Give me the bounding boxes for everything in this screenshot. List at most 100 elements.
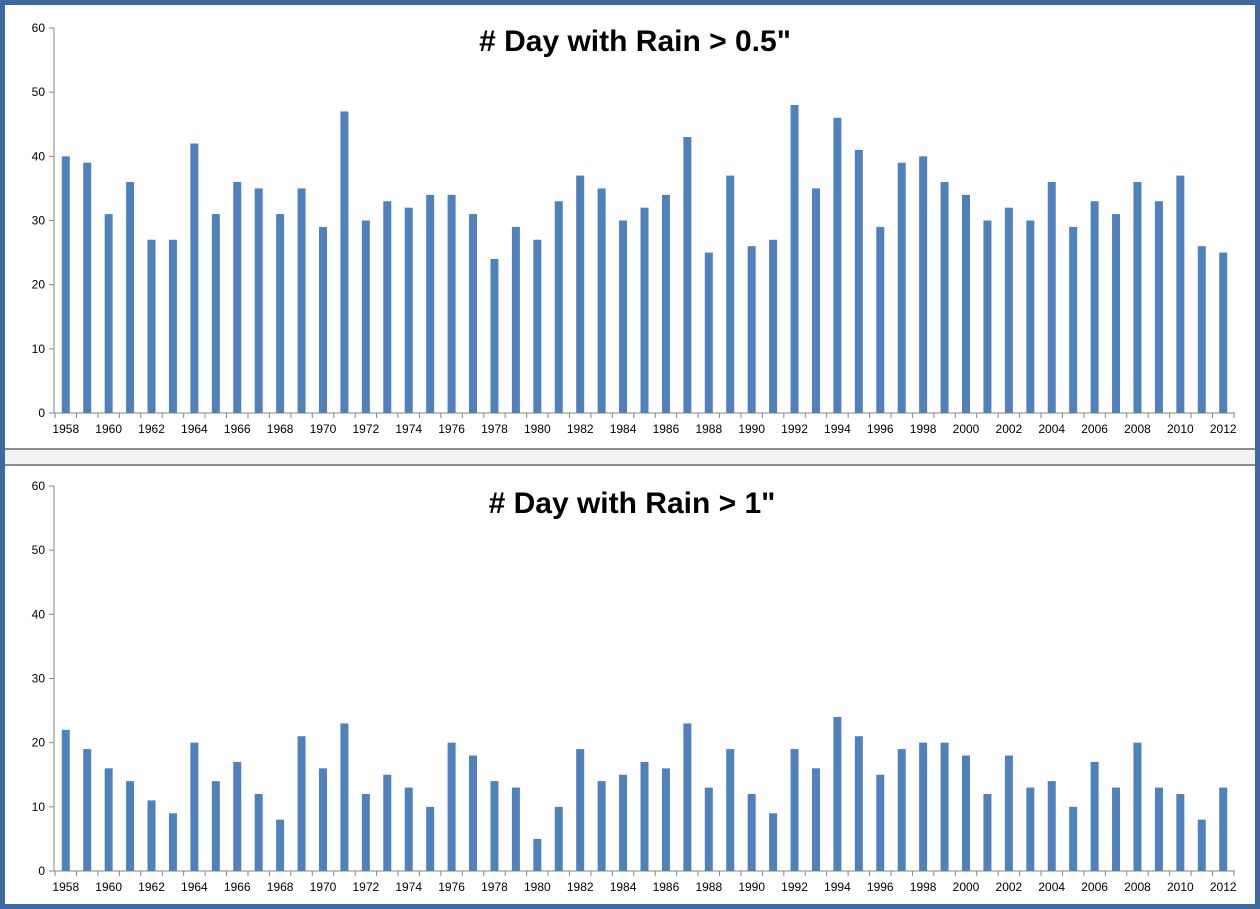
bar bbox=[469, 755, 478, 871]
bar bbox=[1176, 794, 1185, 871]
bar bbox=[983, 220, 992, 413]
bar bbox=[876, 226, 885, 413]
x-tick-label: 1996 bbox=[867, 880, 894, 894]
bar bbox=[683, 723, 692, 871]
bar bbox=[168, 239, 177, 413]
bar bbox=[447, 742, 456, 871]
bar bbox=[318, 226, 327, 413]
bar bbox=[1047, 182, 1056, 413]
x-tick-label: 1968 bbox=[267, 880, 294, 894]
x-tick-label: 2006 bbox=[1081, 880, 1108, 894]
y-tick-label: 60 bbox=[32, 21, 46, 35]
bar bbox=[511, 787, 520, 871]
bar bbox=[661, 768, 670, 871]
x-tick-label: 2000 bbox=[953, 880, 980, 894]
bar bbox=[254, 794, 263, 871]
bar bbox=[61, 729, 70, 871]
chart-title: # Day with Rain > 1" bbox=[489, 487, 776, 520]
bar bbox=[790, 105, 799, 413]
bar bbox=[61, 156, 70, 414]
bar bbox=[1090, 201, 1099, 413]
bar bbox=[726, 175, 735, 413]
x-tick-label: 1996 bbox=[867, 422, 894, 436]
y-tick-label: 30 bbox=[32, 214, 46, 228]
bar bbox=[147, 239, 156, 413]
bar bbox=[1112, 214, 1121, 413]
x-tick-label: 1990 bbox=[738, 880, 765, 894]
y-tick-label: 40 bbox=[32, 607, 46, 621]
x-tick-label: 2002 bbox=[996, 422, 1023, 436]
bar bbox=[1219, 787, 1228, 871]
x-tick-label: 2010 bbox=[1167, 880, 1194, 894]
bar bbox=[104, 768, 113, 871]
bar bbox=[383, 201, 392, 413]
x-tick-label: 1958 bbox=[52, 422, 79, 436]
x-tick-label: 1962 bbox=[138, 422, 165, 436]
bar bbox=[833, 717, 842, 871]
x-tick-label: 1982 bbox=[567, 422, 594, 436]
x-tick-label: 1990 bbox=[738, 422, 765, 436]
x-tick-label: 2010 bbox=[1167, 422, 1194, 436]
bar bbox=[340, 111, 349, 414]
bar bbox=[297, 188, 306, 413]
bar bbox=[661, 194, 670, 413]
bar bbox=[1004, 207, 1013, 413]
bar bbox=[683, 137, 692, 414]
chart-panel-rain-0-5: # Day with Rain > 0.5" 0 10 20 30 40 50 60 1958… bbox=[5, 5, 1255, 448]
bar bbox=[147, 800, 156, 871]
x-tick-label: 2004 bbox=[1038, 880, 1065, 894]
bar bbox=[168, 813, 177, 871]
chart-title: # Day with Rain > 0.5" bbox=[479, 25, 791, 58]
bar bbox=[533, 838, 542, 871]
bar bbox=[640, 761, 649, 871]
x-tick-label: 1970 bbox=[310, 422, 337, 436]
bar bbox=[919, 742, 928, 871]
x-tick-label: 2006 bbox=[1081, 422, 1108, 436]
bar bbox=[576, 749, 585, 871]
bar bbox=[276, 819, 285, 871]
chart-rain-1: # Day with Rain > 1" 0 10 20 30 40 50 60 1958 19… bbox=[32, 479, 1237, 894]
y-tick-label: 20 bbox=[32, 736, 46, 750]
x-tick-label: 1986 bbox=[653, 880, 680, 894]
bar bbox=[619, 774, 628, 871]
bar bbox=[726, 749, 735, 871]
x-tick-label: 2012 bbox=[1210, 880, 1237, 894]
x-tick-label: 1966 bbox=[224, 880, 251, 894]
bar bbox=[1133, 742, 1142, 871]
bar bbox=[811, 768, 820, 871]
bar bbox=[404, 207, 413, 413]
bar bbox=[361, 220, 370, 413]
bar bbox=[276, 214, 285, 413]
bar bbox=[1069, 806, 1078, 871]
chart-rain-0-5: # Day with Rain > 0.5" 0 10 20 30 40 50 60 1958… bbox=[32, 21, 1237, 436]
bar bbox=[511, 226, 520, 413]
y-tick-label: 20 bbox=[32, 278, 46, 292]
y-tick-label: 30 bbox=[32, 672, 46, 686]
x-tick-label: 1992 bbox=[781, 880, 808, 894]
bar bbox=[1219, 252, 1228, 413]
bar bbox=[1176, 175, 1185, 413]
bar bbox=[1133, 182, 1142, 413]
bar bbox=[554, 806, 563, 871]
bar bbox=[190, 143, 199, 413]
x-tick-label: 1988 bbox=[695, 880, 722, 894]
x-tick-label: 1988 bbox=[695, 422, 722, 436]
x-tick-label: 1980 bbox=[524, 422, 551, 436]
x-tick-label: 2004 bbox=[1038, 422, 1065, 436]
bar bbox=[1197, 246, 1206, 413]
x-tick-label: 1992 bbox=[781, 422, 808, 436]
bar bbox=[790, 749, 799, 871]
x-tick-label: 1984 bbox=[610, 422, 637, 436]
bar bbox=[597, 781, 606, 871]
x-tick-label: 1958 bbox=[52, 880, 79, 894]
panel-separator bbox=[5, 448, 1255, 466]
x-tick-label: 1976 bbox=[438, 422, 465, 436]
y-tick-label: 0 bbox=[38, 406, 45, 420]
bar bbox=[490, 259, 499, 413]
bar bbox=[404, 787, 413, 871]
x-tick-label: 1976 bbox=[438, 880, 465, 894]
bar bbox=[318, 768, 327, 871]
bar bbox=[1026, 787, 1035, 871]
y-tick-label: 10 bbox=[32, 342, 46, 356]
bar bbox=[469, 214, 478, 413]
